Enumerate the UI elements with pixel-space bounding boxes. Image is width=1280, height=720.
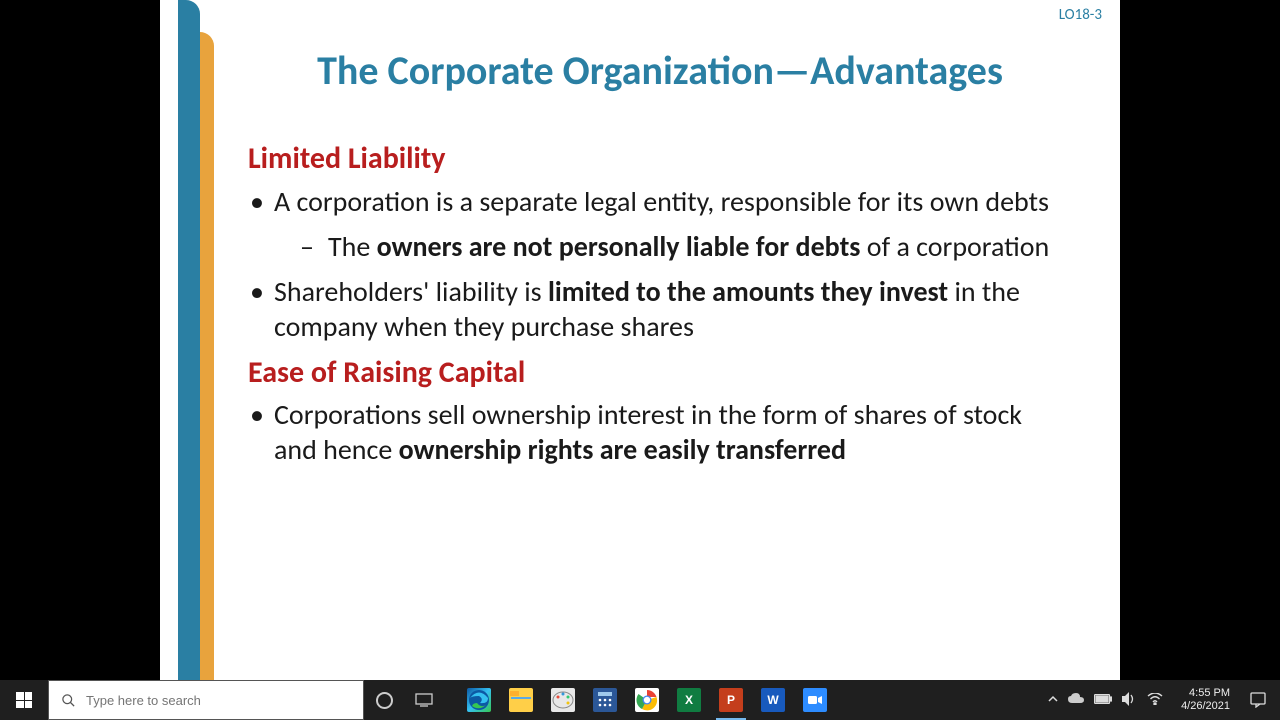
battery-icon[interactable] — [1094, 693, 1112, 707]
sub-bullet-1: The owners are not personally liable for… — [248, 229, 1070, 264]
taskbar-app-chrome[interactable] — [626, 680, 668, 720]
dash-marker — [300, 229, 328, 264]
clock-time: 4:55 PM — [1181, 687, 1230, 700]
zoom-icon — [803, 688, 827, 712]
notification-icon — [1250, 692, 1266, 708]
cortana-button[interactable] — [364, 680, 404, 720]
search-input[interactable] — [86, 693, 351, 708]
bullet-3: Corporations sell ownership interest in … — [248, 397, 1070, 467]
windows-icon — [16, 692, 32, 708]
learning-objective-tag: LO18-3 — [1059, 6, 1102, 24]
taskbar-app-calculator[interactable] — [584, 680, 626, 720]
slide: LO18-3 The Corporate Organization—Advant… — [160, 0, 1120, 680]
task-view-icon — [415, 693, 433, 707]
bullet-text: Shareholders' liability is limited to th… — [274, 274, 1070, 344]
system-tray: 4:55 PM 4/26/2021 — [1040, 680, 1280, 720]
search-icon — [61, 693, 76, 708]
section-heading-1: Limited Liability — [248, 140, 1070, 178]
section-heading-2: Ease of Raising Capital — [248, 354, 1070, 392]
onedrive-icon[interactable] — [1068, 693, 1084, 707]
excel-icon: X — [677, 688, 701, 712]
edge-icon — [467, 688, 491, 712]
taskbar-app-word[interactable]: W — [752, 680, 794, 720]
slide-tab-blue — [178, 0, 200, 680]
bullet-marker — [248, 184, 274, 219]
powerpoint-icon: P — [719, 688, 743, 712]
volume-icon[interactable] — [1122, 692, 1137, 709]
sub-bullet-text: The owners are not personally liable for… — [328, 229, 1049, 264]
chrome-icon — [635, 688, 659, 712]
action-center-button[interactable] — [1240, 692, 1276, 708]
taskbar-app-file-explorer[interactable] — [500, 680, 542, 720]
wifi-icon[interactable] — [1147, 693, 1163, 708]
pinned-apps: XPW — [444, 680, 836, 720]
tray-chevron-icon[interactable] — [1048, 693, 1058, 707]
taskbar-app-zoom[interactable] — [794, 680, 836, 720]
bullet-text: A corporation is a separate legal entity… — [274, 184, 1049, 219]
taskbar-app-excel[interactable]: X — [668, 680, 710, 720]
calculator-icon — [593, 688, 617, 712]
paint-icon — [551, 688, 575, 712]
taskbar-app-powerpoint[interactable]: P — [710, 680, 752, 720]
search-box[interactable] — [48, 680, 364, 720]
taskbar-app-paint[interactable] — [542, 680, 584, 720]
slide-content: Limited Liability A corporation is a sep… — [248, 140, 1070, 477]
start-button[interactable] — [0, 680, 48, 720]
taskbar-app-edge[interactable] — [458, 680, 500, 720]
bullet-marker — [248, 397, 274, 467]
taskbar: XPW 4:55 PM 4/26/2021 — [0, 680, 1280, 720]
word-icon: W — [761, 688, 785, 712]
file-explorer-icon — [509, 688, 533, 712]
cortana-icon — [376, 692, 393, 709]
bullet-marker — [248, 274, 274, 344]
bullet-text: Corporations sell ownership interest in … — [274, 397, 1070, 467]
slide-title: The Corporate Organization—Advantages — [230, 46, 1090, 95]
clock[interactable]: 4:55 PM 4/26/2021 — [1171, 687, 1240, 713]
bullet-1: A corporation is a separate legal entity… — [248, 184, 1070, 219]
bullet-2: Shareholders' liability is limited to th… — [248, 274, 1070, 344]
task-view-button[interactable] — [404, 680, 444, 720]
clock-date: 4/26/2021 — [1181, 700, 1230, 713]
